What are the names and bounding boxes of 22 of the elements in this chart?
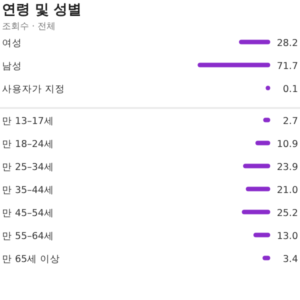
data-label: 23.9 [276, 162, 298, 173]
data-label: 13.0 [276, 231, 298, 242]
y-tick-label: 만 55–64세 [2, 231, 54, 242]
y-tick-label: 만 13–17세 [2, 116, 54, 127]
data-label: 10.9 [276, 139, 298, 150]
data-label: 2.7 [282, 116, 298, 127]
data-label: 3.4 [282, 254, 298, 265]
data-label: 0.1 [282, 84, 298, 95]
data-label: 25.2 [276, 208, 298, 219]
y-tick-label: 남성 [2, 61, 22, 72]
data-label: 28.2 [276, 38, 298, 49]
y-tick-label: 만 45–54세 [2, 208, 54, 219]
y-tick-label: 만 65세 이상 [2, 254, 60, 265]
data-label: 21.0 [276, 185, 298, 196]
y-tick-label: 만 35–44세 [2, 185, 54, 196]
text: 연령 및 성별 [2, 2, 82, 18]
y-tick-label: 여성 [2, 38, 22, 49]
y-tick-label: 만 18–24세 [2, 139, 54, 150]
y-tick-label: 만 25–34세 [2, 162, 54, 173]
y-tick-label: 사용자가 지정 [2, 84, 66, 95]
text: 조회수 · 전체 [2, 22, 56, 32]
data-label: 71.7 [276, 61, 298, 72]
